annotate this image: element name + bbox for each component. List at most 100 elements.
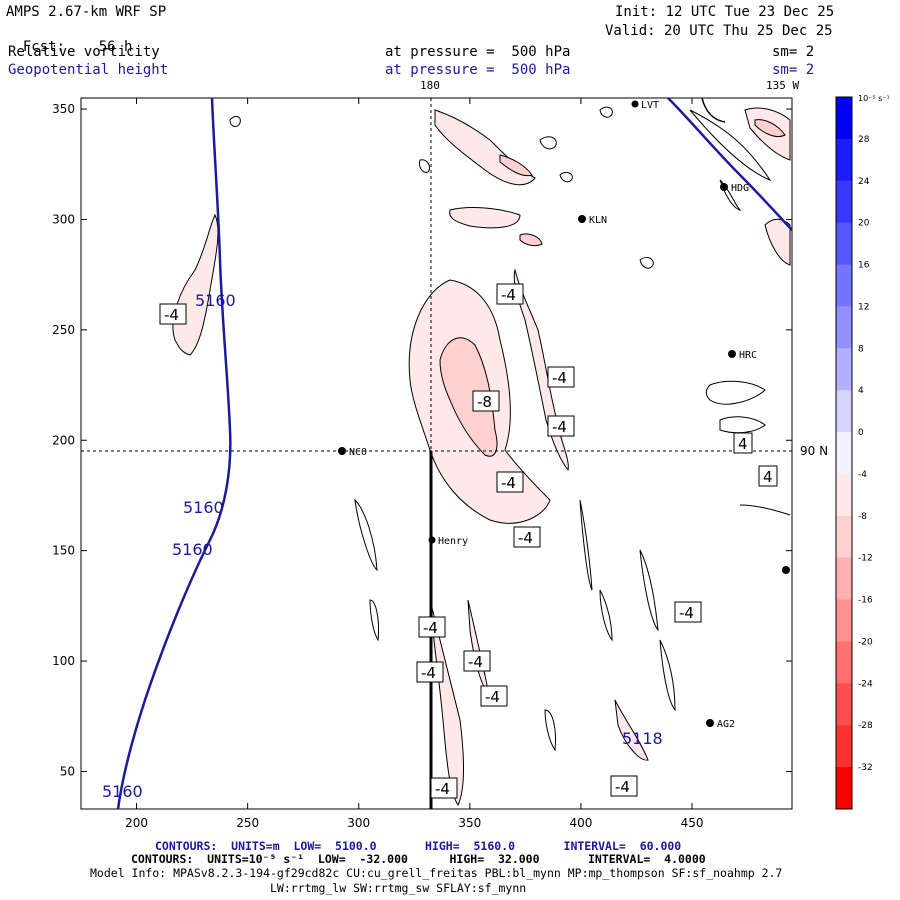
- colorbar-frame: [835, 96, 853, 810]
- colorbar-swatch: [836, 390, 852, 433]
- x-tick-label: 200: [125, 816, 148, 830]
- colorbar-tick-label: 0: [858, 428, 864, 438]
- colorbar-unit: 10⁻⁵ s⁻¹: [858, 94, 890, 103]
- field1-name: Relative vorticity: [8, 44, 160, 60]
- vort-label: 4: [758, 465, 778, 487]
- forecast-label: Fcst: 56 h: [6, 23, 133, 55]
- vort-label: -4: [547, 366, 575, 388]
- colorbar-swatch: [836, 599, 852, 642]
- station-henry: Henry: [438, 536, 468, 547]
- colorbar-swatch: [836, 138, 852, 182]
- colorbar-tick-label: -12: [858, 554, 873, 564]
- y-tick-label: 200: [52, 433, 75, 447]
- svg-text:-4: -4: [468, 653, 483, 671]
- vorticity-contours: [229, 106, 791, 752]
- vorticity-fill-mid: [439, 119, 786, 457]
- fcst-label: Fcst:: [22, 39, 66, 55]
- init-time: Init: 12 UTC Tue 23 Dec 25: [615, 4, 835, 20]
- y-axis: 50 100 150 200 250 300 350: [52, 102, 792, 778]
- vort-label: -4: [674, 601, 702, 623]
- loop-7: [369, 599, 379, 642]
- model-title: AMPS 2.67-km WRF SP: [6, 4, 167, 20]
- vort-core-north: [499, 154, 533, 177]
- loop-1: [229, 115, 241, 128]
- height-label: 5160: [102, 782, 143, 801]
- colorbar-tick-label: 8: [858, 344, 864, 354]
- y-tick-label: 50: [60, 764, 75, 778]
- colorbar-swatch: [836, 264, 852, 307]
- svg-text:-4: -4: [552, 418, 567, 436]
- lon-135w-label: 135 W: [766, 79, 800, 92]
- x-tick-label: 450: [681, 816, 704, 830]
- valid-time: Valid: 20 UTC Thu 25 Dec 25: [605, 23, 833, 39]
- x-tick-label: 400: [569, 816, 592, 830]
- station-hrc: HRC: [739, 350, 757, 361]
- station-lvt: LVT: [641, 100, 659, 111]
- colorbar-tick-label: 28: [858, 135, 870, 145]
- colorbar-swatch: [836, 683, 852, 726]
- vort-region-mid: [449, 207, 521, 229]
- vort-label: 4: [733, 432, 753, 454]
- colorbar-tick-label: -28: [858, 721, 873, 731]
- colorbar-tick-label: -20: [858, 637, 873, 647]
- colorbar-swatch: [836, 97, 852, 140]
- svg-text:-4: -4: [435, 780, 450, 798]
- height-contour-corner: [701, 98, 726, 123]
- svg-text:-4: -4: [423, 619, 438, 637]
- height-label: 5160: [183, 498, 224, 517]
- x-tick-label: 350: [458, 816, 481, 830]
- colorbar-tick-label: 16: [858, 261, 870, 271]
- field2-level: at pressure = 500 hPa: [385, 62, 571, 78]
- c1-prefix: CONTOURS: UNITS=m LOW=: [155, 839, 336, 853]
- station-dot-henry: [428, 536, 436, 544]
- svg-text:-4: -4: [501, 286, 516, 304]
- c2-low: -32.000: [359, 852, 408, 866]
- svg-text:-8: -8: [477, 393, 492, 411]
- svg-text:-4: -4: [421, 664, 436, 682]
- c1-int: 60.000: [639, 839, 682, 853]
- c1-high-label: HIGH=: [425, 839, 474, 853]
- colorbar-swatch: [836, 557, 852, 601]
- loop-3: [599, 106, 613, 118]
- svg-text:4: 4: [738, 435, 748, 453]
- footer-contours-height: CONTOURS: UNITS=m LOW= 5100.0 HIGH= 5160…: [155, 840, 681, 853]
- vorticity-labels: -4 -4 -8 -4 -4 -4 -4 -4 -4 -4 -4 -4 -4 4…: [159, 283, 778, 799]
- loop-10: [739, 504, 791, 516]
- station-dot-hdg: [720, 183, 728, 191]
- c2-int: 4.0000: [664, 852, 706, 866]
- vort-region-east: [764, 218, 791, 266]
- vort-label: -4: [430, 777, 458, 799]
- y-tick-label: 250: [52, 323, 75, 337]
- vort-label: -4: [496, 283, 524, 305]
- station-dot-lvt: [631, 100, 639, 108]
- colorbar-swatch: [836, 473, 852, 517]
- loop-15: [689, 109, 772, 182]
- svg-text:-4: -4: [164, 306, 179, 324]
- colorbar-tick-label: 12: [858, 302, 869, 312]
- station-nco: NCO: [349, 447, 367, 458]
- colorbar-tick-label: -24: [858, 679, 873, 689]
- svg-text:-4: -4: [615, 778, 630, 796]
- colorbar-tick-label: -4: [858, 470, 867, 480]
- y-tick-label: 100: [52, 654, 75, 668]
- svg-text:-4: -4: [679, 604, 694, 622]
- model-info: Model Info: MPASv8.2.3-194-gf29cd82c CU:…: [90, 866, 783, 880]
- colorbar-swatch: [836, 222, 852, 266]
- station-dot-hrc: [728, 350, 736, 358]
- height-label: 5118: [622, 729, 663, 748]
- loop-2: [539, 136, 557, 150]
- colorbar-swatch: [836, 641, 852, 684]
- colorbar-swatch: [836, 515, 852, 559]
- colorbar-swatch: [836, 180, 852, 224]
- field1-smoothing: sm= 2: [772, 44, 815, 60]
- colorbar-swatch: [836, 432, 852, 475]
- y-tick-label: 350: [52, 102, 75, 116]
- c1-int-label: INTERVAL=: [563, 839, 640, 853]
- loop-14: [544, 709, 556, 752]
- loop-17: [419, 159, 431, 173]
- stations: NCO Henry KLN HDG HRC AG2 LVT: [338, 100, 790, 730]
- lon-180-label: 180: [420, 79, 440, 92]
- lat-90n-label: 90 N: [800, 444, 828, 458]
- colorbar-tick-label: 20: [858, 219, 870, 229]
